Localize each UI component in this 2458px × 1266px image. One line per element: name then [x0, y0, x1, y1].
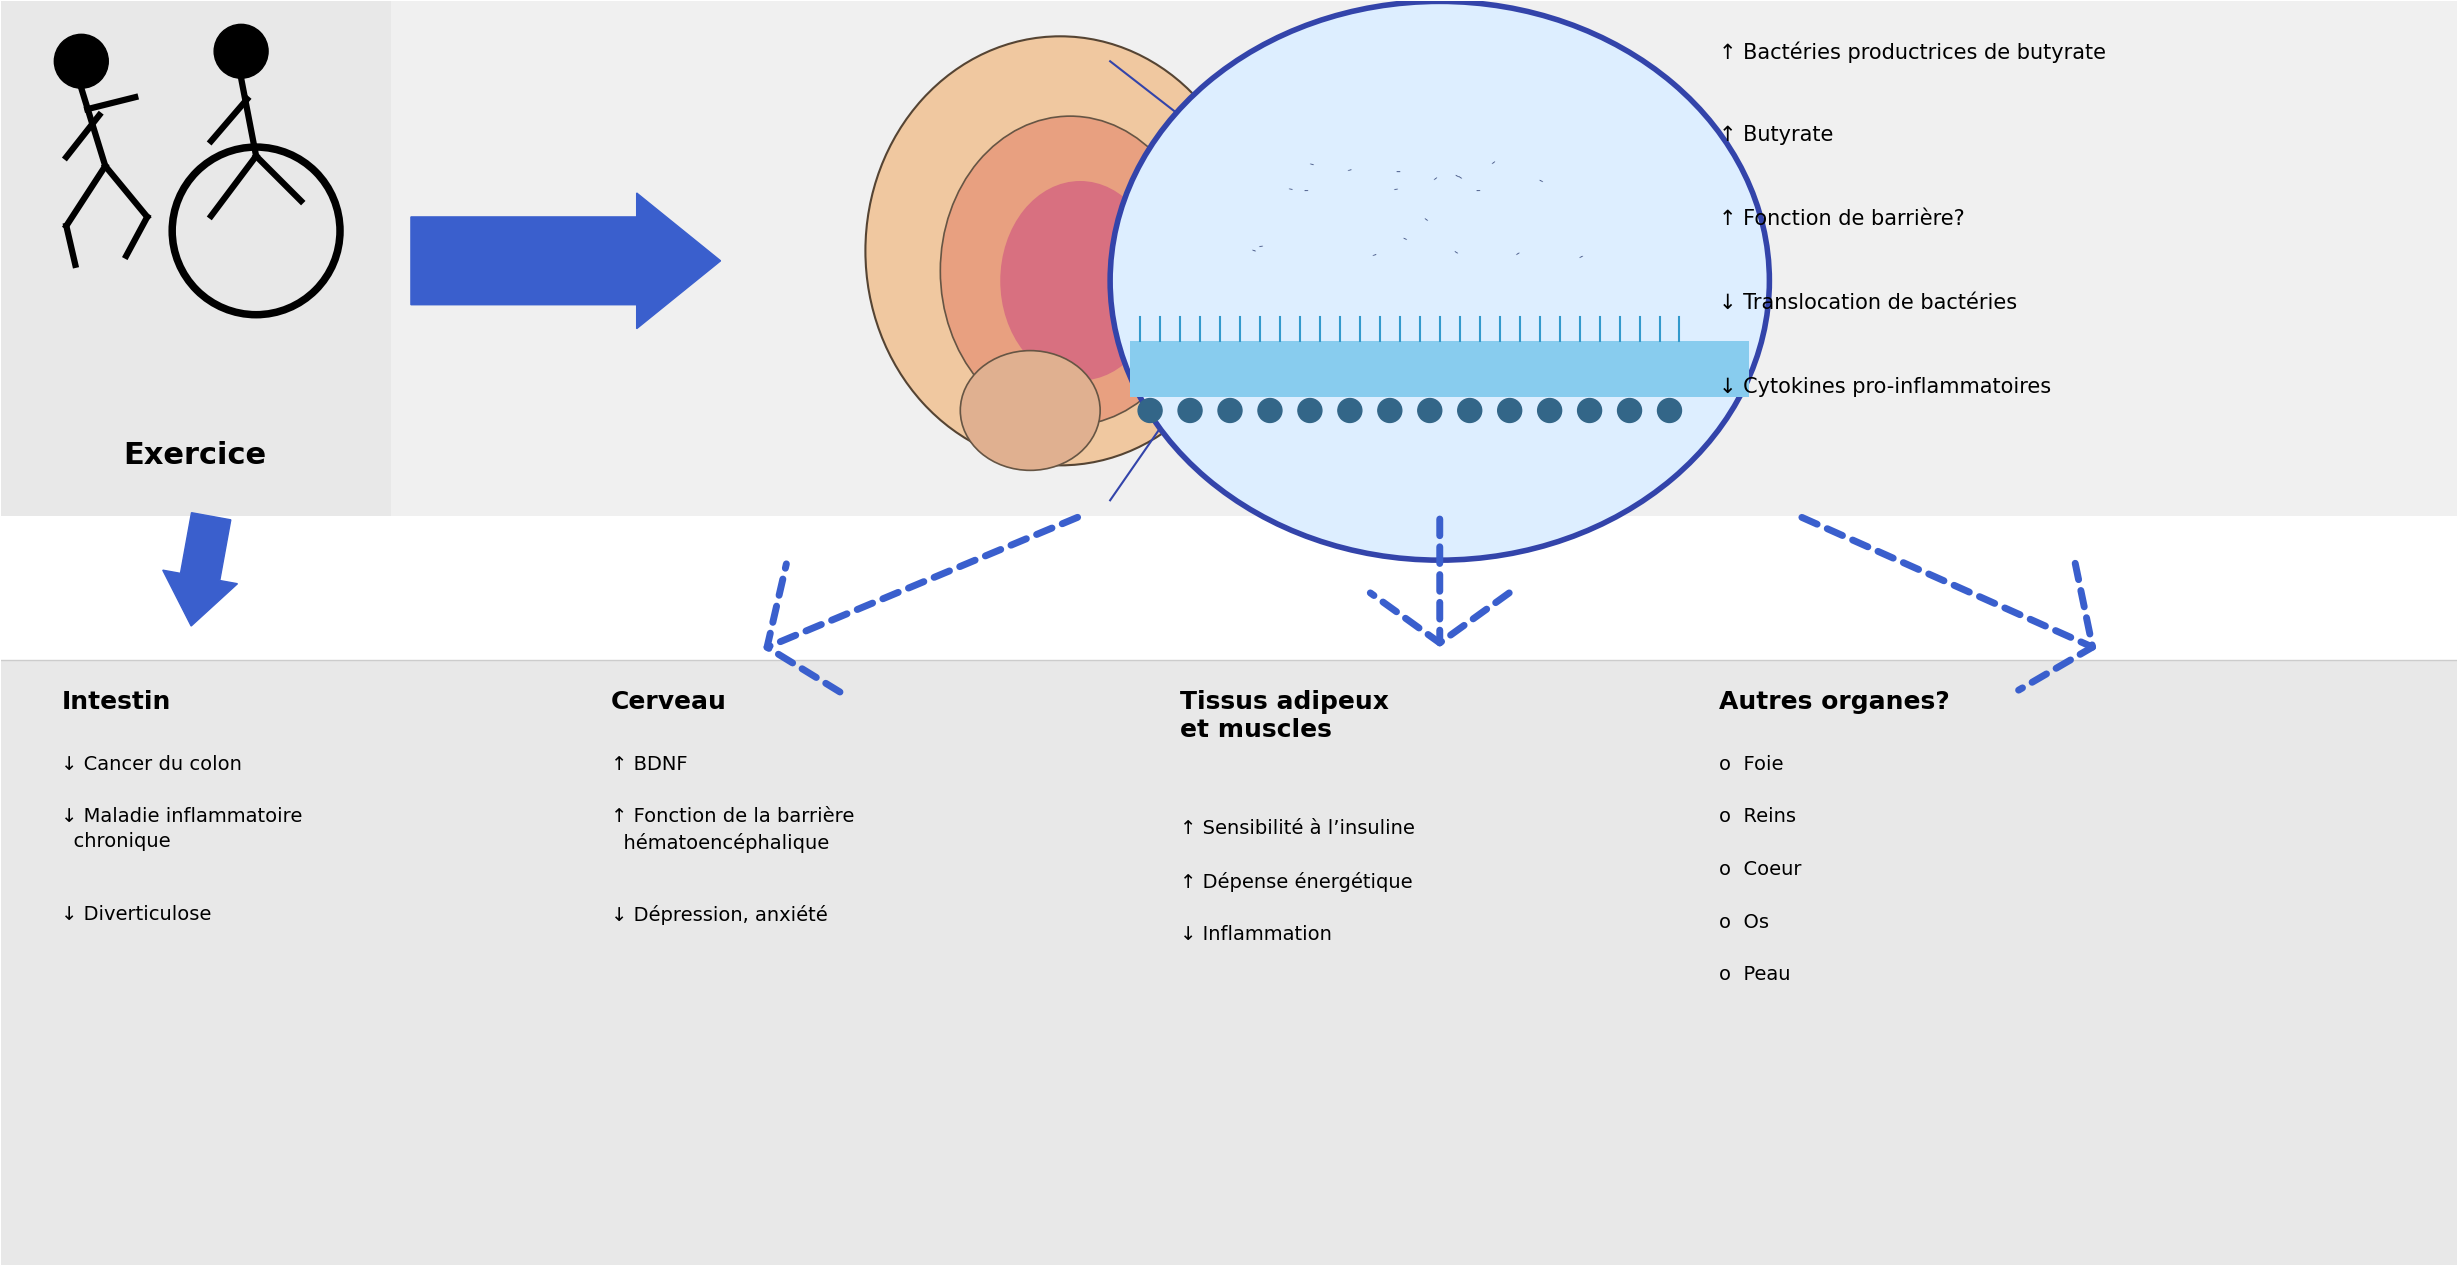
Text: o  Os: o Os [1721, 913, 1770, 932]
Circle shape [1578, 399, 1603, 423]
Text: o  Peau: o Peau [1721, 965, 1792, 984]
Ellipse shape [961, 351, 1101, 471]
Ellipse shape [1000, 181, 1160, 381]
Text: Cerveau: Cerveau [610, 690, 728, 714]
Text: -: - [1369, 248, 1379, 263]
Text: -: - [1450, 246, 1460, 261]
Text: ↑ Dépense énergétique: ↑ Dépense énergétique [1180, 872, 1413, 891]
Text: ↓ Translocation de bactéries: ↓ Translocation de bactéries [1721, 292, 2018, 313]
FancyBboxPatch shape [2, 660, 2456, 1265]
Text: -: - [1453, 171, 1465, 185]
Text: -: - [1418, 213, 1431, 227]
Text: ↑ Sensibilité à l’insuline: ↑ Sensibilité à l’insuline [1180, 819, 1416, 838]
FancyBboxPatch shape [1131, 341, 1750, 396]
Circle shape [1177, 399, 1202, 423]
Text: ↓ Cancer du colon: ↓ Cancer du colon [61, 755, 243, 774]
Circle shape [1458, 399, 1482, 423]
Text: o  Reins: o Reins [1721, 808, 1797, 827]
Circle shape [214, 24, 268, 78]
Circle shape [1657, 399, 1681, 423]
Circle shape [1138, 399, 1163, 423]
Ellipse shape [1111, 1, 1770, 560]
Text: -: - [1431, 172, 1443, 186]
Text: -: - [1305, 158, 1315, 173]
Ellipse shape [865, 37, 1256, 466]
Text: -: - [1249, 244, 1256, 260]
Text: ↑ BDNF: ↑ BDNF [610, 755, 688, 774]
Text: -: - [1475, 185, 1480, 199]
Text: -: - [1399, 232, 1408, 247]
Text: ↑ Fonction de barrière?: ↑ Fonction de barrière? [1721, 209, 1966, 229]
Text: Exercice: Exercice [123, 442, 268, 471]
Text: Tissus adipeux
et muscles: Tissus adipeux et muscles [1180, 690, 1389, 742]
Text: -: - [1396, 166, 1401, 180]
Circle shape [1298, 399, 1322, 423]
Text: -: - [1303, 185, 1308, 199]
Circle shape [1219, 399, 1241, 423]
Circle shape [54, 34, 108, 89]
Text: -: - [1391, 182, 1399, 197]
FancyArrow shape [162, 513, 238, 625]
FancyBboxPatch shape [2, 1, 2456, 517]
Text: ↓ Dépression, anxiété: ↓ Dépression, anxiété [610, 905, 828, 924]
Text: ↓ Inflammation: ↓ Inflammation [1180, 924, 1332, 943]
FancyBboxPatch shape [2, 1, 391, 517]
Circle shape [1617, 399, 1642, 423]
Text: o  Foie: o Foie [1721, 755, 1785, 774]
Text: ↑ Butyrate: ↑ Butyrate [1721, 125, 1834, 146]
Text: -: - [1450, 170, 1460, 184]
Circle shape [1337, 399, 1362, 423]
Text: -: - [1345, 163, 1354, 179]
FancyArrow shape [410, 192, 720, 329]
Text: -: - [1490, 156, 1502, 170]
Text: o  Coeur: o Coeur [1721, 860, 1802, 879]
Circle shape [1539, 399, 1561, 423]
Text: ↓ Diverticulose: ↓ Diverticulose [61, 905, 211, 924]
Ellipse shape [941, 116, 1200, 425]
Text: -: - [1534, 175, 1544, 190]
Circle shape [1379, 399, 1401, 423]
Text: -: - [1286, 182, 1293, 197]
Text: -: - [1576, 249, 1585, 265]
Text: -: - [1514, 248, 1524, 262]
Circle shape [1258, 399, 1283, 423]
Circle shape [1418, 399, 1443, 423]
Text: -: - [1258, 241, 1263, 254]
Text: ↓ Cytokines pro-inflammatoires: ↓ Cytokines pro-inflammatoires [1721, 376, 2052, 396]
Text: ↑ Fonction de la barrière
  hématoencéphalique: ↑ Fonction de la barrière hématoencéphal… [610, 808, 853, 852]
Circle shape [1497, 399, 1522, 423]
Text: Autres organes?: Autres organes? [1721, 690, 1949, 714]
Text: Intestin: Intestin [61, 690, 170, 714]
Text: ↓ Maladie inflammatoire
  chronique: ↓ Maladie inflammatoire chronique [61, 808, 302, 851]
Text: ↑ Bactéries productrices de butyrate: ↑ Bactéries productrices de butyrate [1721, 42, 2107, 63]
